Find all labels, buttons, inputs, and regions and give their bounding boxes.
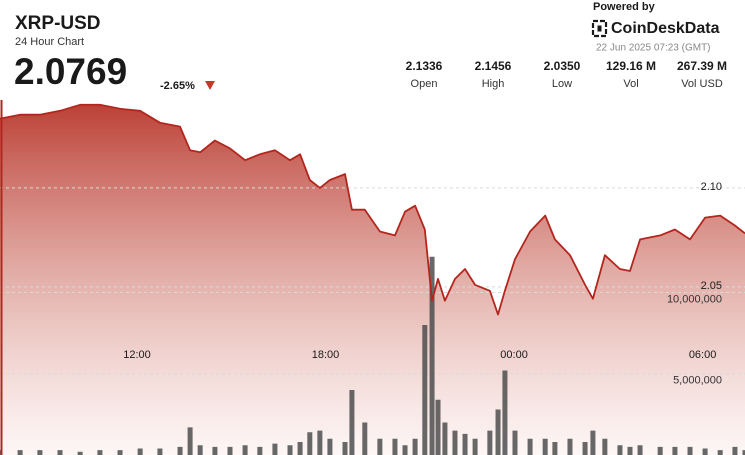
volume-bar — [307, 432, 313, 455]
x-tick-label: 12:00 — [123, 349, 151, 361]
volume-bar — [362, 422, 368, 455]
volume-bar — [542, 438, 548, 455]
volume-bar — [137, 448, 143, 455]
stat-label: Vol — [623, 78, 638, 90]
stat-label: Vol USD — [681, 78, 723, 90]
change: -2.65% — [160, 80, 195, 92]
volume-bar — [197, 445, 203, 455]
volume-bar — [349, 390, 355, 455]
stat-value: 2.1456 — [475, 59, 512, 73]
volume-bar — [732, 446, 738, 455]
volume-bar — [422, 325, 428, 455]
price-line — [0, 103, 745, 316]
timestamp: 22 Jun 2025 07:23 (GMT) — [596, 43, 711, 54]
volume-bar — [627, 446, 633, 455]
volume-bar — [342, 442, 348, 455]
brand: CoinDeskData — [611, 20, 720, 37]
volume-bar — [257, 446, 263, 455]
volume-bar — [590, 430, 596, 455]
volume-bar — [57, 450, 63, 455]
price-area — [0, 104, 745, 455]
volume-bar — [552, 442, 558, 455]
x-tick-label: 00:00 — [500, 349, 528, 361]
volume-bar — [512, 430, 518, 455]
volume-bar — [117, 450, 123, 455]
volume-bar — [377, 438, 383, 455]
volume-bar — [272, 443, 278, 455]
volume-bar — [435, 399, 441, 455]
down-arrow — [205, 81, 215, 90]
volume-bar — [402, 445, 408, 455]
volume-bar — [327, 438, 333, 455]
y-tick-label: 2.10 — [701, 181, 722, 193]
volume-bar — [412, 438, 418, 455]
volume-bar — [242, 445, 248, 455]
volume-bar — [717, 450, 723, 455]
volume-bar — [742, 450, 745, 455]
subtitle: 24 Hour Chart — [15, 36, 84, 48]
title: XRP-USD — [15, 13, 101, 34]
brand-logo — [591, 19, 608, 38]
volume-bar — [502, 370, 508, 455]
volume-bar — [567, 438, 573, 455]
volume-bar — [429, 256, 435, 455]
powered-by: Powered by — [593, 1, 656, 13]
volume-bar — [702, 448, 708, 455]
volume-bar — [672, 446, 678, 455]
volume-bar — [97, 450, 103, 455]
volume-bar — [317, 430, 323, 455]
volume-bar — [527, 438, 533, 455]
volume-bar — [37, 450, 43, 455]
volume-bar — [297, 442, 303, 455]
stat-value: 2.1336 — [406, 59, 443, 73]
plot-area: 2.05 2.10 5,000,000 10,000,000 12:00 18:00 00:… — [0, 103, 745, 455]
x-tick-label: 06:00 — [689, 349, 717, 361]
x-tick-label: 18:00 — [312, 349, 340, 361]
volume-bar — [617, 445, 623, 455]
stat-value: 267.39 M — [677, 59, 727, 73]
volume-bar — [487, 430, 493, 455]
volume-bar — [392, 438, 398, 455]
stat-label: Open — [411, 78, 438, 90]
stat-value: 129.16 M — [606, 59, 656, 73]
volume-bar — [687, 446, 693, 455]
volume-bar — [212, 446, 218, 455]
stat-label: High — [482, 78, 505, 90]
volume-bar — [177, 446, 183, 455]
volume-bar — [462, 433, 468, 455]
volume-bar — [657, 446, 663, 455]
y2-tick-label: 10,000,000 — [667, 293, 722, 305]
volume-bar — [637, 445, 643, 455]
volume-bar — [187, 427, 193, 455]
volume-bar — [77, 451, 83, 455]
y2-tick-label: 5,000,000 — [673, 375, 722, 387]
volume-bar — [495, 409, 501, 455]
stats: 2.1336 Open 2.1456 High 2.0350 Low 129.16 M Vol… — [406, 59, 727, 90]
volume-bar — [287, 445, 293, 455]
volume-bar — [157, 448, 163, 455]
stat-value: 2.0350 — [544, 59, 581, 73]
stat-label: Low — [552, 78, 572, 90]
volume-bar — [472, 438, 478, 455]
volume-bar — [17, 450, 23, 455]
volume-bar — [452, 430, 458, 455]
volume-bar — [582, 442, 588, 455]
volume-bar — [602, 438, 608, 455]
volume-bar — [442, 422, 448, 455]
volume-bar — [227, 446, 233, 455]
price: 2.0769 — [14, 51, 127, 92]
header: XRP-USD 24 Hour Chart 2.0769 -2.65% Powe… — [14, 1, 720, 92]
y-tick-label: 2.05 — [701, 280, 722, 292]
